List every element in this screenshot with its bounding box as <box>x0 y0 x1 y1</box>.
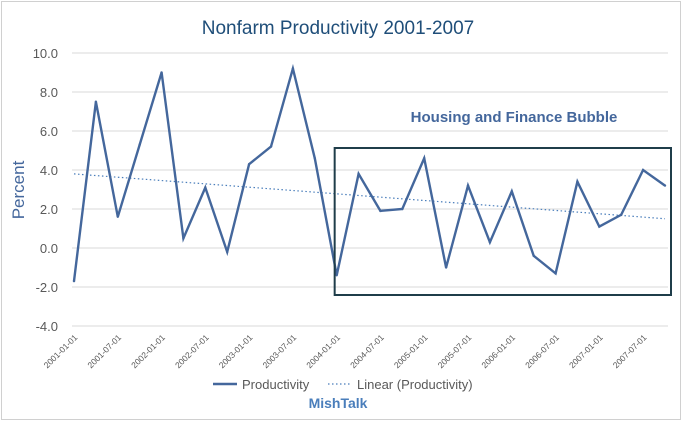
x-tick-label-10: 2006-01-01 <box>479 332 517 370</box>
y-tick-label-2: 6.0 <box>40 124 58 139</box>
data-point-2002-10-01 <box>226 250 229 254</box>
data-point-2003-04-01 <box>269 145 273 148</box>
y-tick-label-6: -2.0 <box>36 280 58 295</box>
x-tick-label-8: 2005-01-01 <box>392 332 430 370</box>
x-tick-label-0: 2001-01-01 <box>42 332 80 370</box>
data-point-2007-10-01 <box>663 184 667 187</box>
x-tick-label-4: 2003-01-01 <box>217 332 255 370</box>
legend-label-productivity: Productivity <box>242 377 310 392</box>
x-tick-label-5: 2003-07-01 <box>260 332 298 370</box>
y-tick-label-7: -4.0 <box>36 319 58 334</box>
data-point-2002-07-01 <box>204 186 207 189</box>
data-point-2004-01-01 <box>335 274 338 277</box>
data-point-2003-10-01 <box>313 157 316 160</box>
data-point-2004-04-01 <box>357 172 360 176</box>
data-point-2007-04-01 <box>620 213 623 217</box>
footer-mishtalk: MishTalk <box>309 395 368 411</box>
x-tick-label-6: 2004-01-01 <box>304 332 342 370</box>
data-point-2004-10-01 <box>401 207 404 211</box>
data-point-2001-01-01 <box>72 279 76 283</box>
data-point-2005-10-01 <box>488 240 492 244</box>
trendline <box>73 173 666 220</box>
data-point-2001-10-01 <box>138 143 141 146</box>
x-tick-label-11: 2006-07-01 <box>523 332 561 370</box>
data-point-2001-07-01 <box>116 215 119 218</box>
y-tick-label-5: 0.0 <box>40 241 58 256</box>
data-point-2006-10-01 <box>576 180 579 183</box>
x-tick-label-7: 2004-07-01 <box>348 332 386 370</box>
y-tick-label-0: 10.0 <box>33 46 58 61</box>
data-point-2005-07-01 <box>466 184 470 187</box>
data-point-2003-07-01 <box>291 67 295 70</box>
data-point-2002-04-01 <box>182 237 185 240</box>
chart-title: Nonfarm Productivity 2001-2007 <box>202 18 474 39</box>
data-point-2006-07-01 <box>554 272 557 275</box>
data-point-2006-01-01 <box>510 190 513 193</box>
x-tick-label-9: 2005-07-01 <box>436 332 474 370</box>
legend-label-linear: Linear (Productivity) <box>357 377 473 392</box>
series-line-productivity <box>72 63 666 282</box>
annotation-box <box>333 147 672 296</box>
data-point-2005-04-01 <box>444 266 448 269</box>
x-tick-label-2: 2002-01-01 <box>129 332 167 370</box>
y-tick-label-1: 8.0 <box>40 85 58 100</box>
data-point-2001-04-01 <box>94 100 98 103</box>
x-tick-label-3: 2002-07-01 <box>173 332 211 370</box>
y-tick-label-4: 2.0 <box>40 202 58 217</box>
annotation-label: Housing and Finance Bubble <box>411 109 618 126</box>
y-axis-label: Percent <box>9 160 28 219</box>
data-point-2006-04-01 <box>532 254 535 257</box>
x-tick-label-12: 2007-01-01 <box>567 332 605 370</box>
data-point-2003-01-01 <box>247 162 251 166</box>
y-tick-label-3: 4.0 <box>40 163 58 178</box>
data-point-2007-07-01 <box>641 168 645 172</box>
data-point-2007-01-01 <box>598 225 601 228</box>
x-tick-label-1: 2001-07-01 <box>85 332 123 370</box>
data-point-2002-01-01 <box>160 71 163 74</box>
data-point-2004-07-01 <box>379 209 382 213</box>
x-tick-label-13: 2007-07-01 <box>611 332 649 370</box>
data-point-2005-01-01 <box>423 157 426 160</box>
